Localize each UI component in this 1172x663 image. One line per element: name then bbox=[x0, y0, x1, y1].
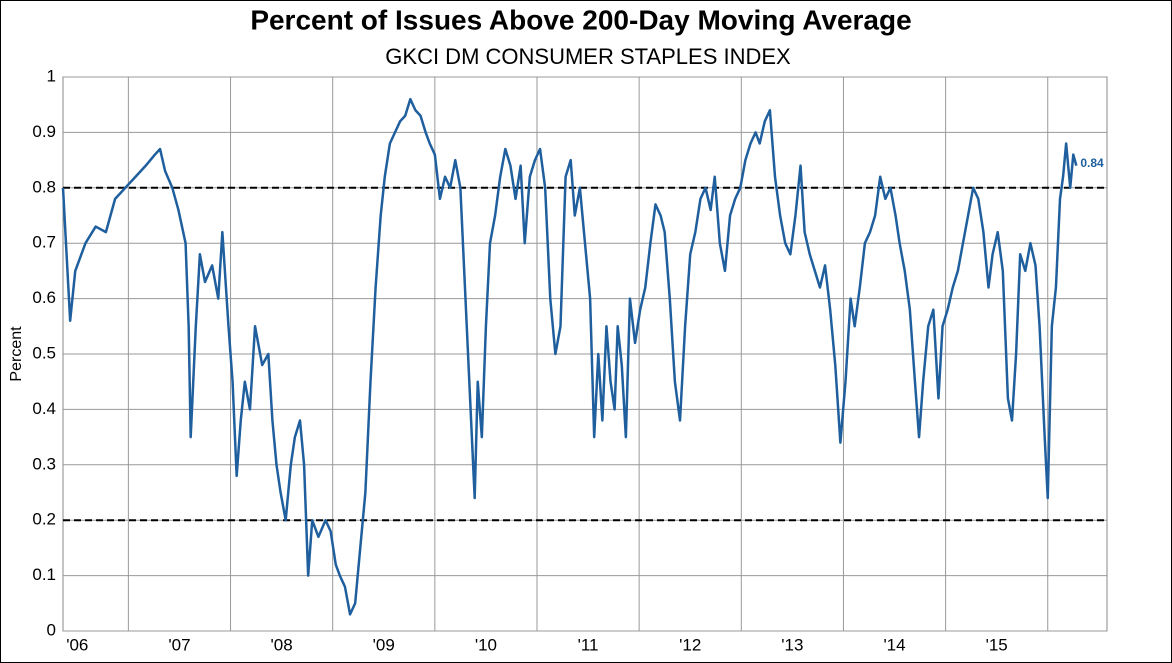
y-tick-label: 0.1 bbox=[32, 565, 56, 584]
x-tick-label: '14 bbox=[883, 635, 905, 654]
y-tick-label: 0.5 bbox=[32, 343, 56, 362]
y-tick-label: 0.6 bbox=[32, 288, 56, 307]
chart-subtitle: GKCI DM CONSUMER STAPLES INDEX bbox=[385, 44, 791, 69]
x-tick-label: '15 bbox=[986, 635, 1008, 654]
x-tick-label: '09 bbox=[373, 635, 395, 654]
x-tick-label: '07 bbox=[168, 635, 190, 654]
y-tick-label: 0.4 bbox=[32, 399, 56, 418]
x-tick-label: '06 bbox=[66, 635, 88, 654]
x-tick-label: '11 bbox=[578, 635, 599, 654]
y-tick-label: 0.3 bbox=[32, 454, 56, 473]
x-tick-label: '10 bbox=[475, 635, 497, 654]
y-tick-label: 0 bbox=[47, 620, 56, 639]
y-tick-label: 0.9 bbox=[32, 122, 56, 141]
y-tick-label: 0.2 bbox=[32, 510, 56, 529]
y-axis-label: Percent bbox=[8, 326, 25, 382]
data-line bbox=[61, 97, 1078, 616]
end-value-label: 0.84 bbox=[1080, 156, 1104, 170]
y-tick-label: 0.8 bbox=[32, 177, 56, 196]
x-tick-label: '13 bbox=[781, 635, 803, 654]
y-tick-label: 0.7 bbox=[32, 233, 56, 252]
x-tick-label: '08 bbox=[271, 635, 293, 654]
chart-title: Percent of Issues Above 200-Day Moving A… bbox=[250, 4, 911, 35]
y-tick-label: 1 bbox=[47, 66, 56, 85]
x-tick-label: '12 bbox=[679, 635, 701, 654]
